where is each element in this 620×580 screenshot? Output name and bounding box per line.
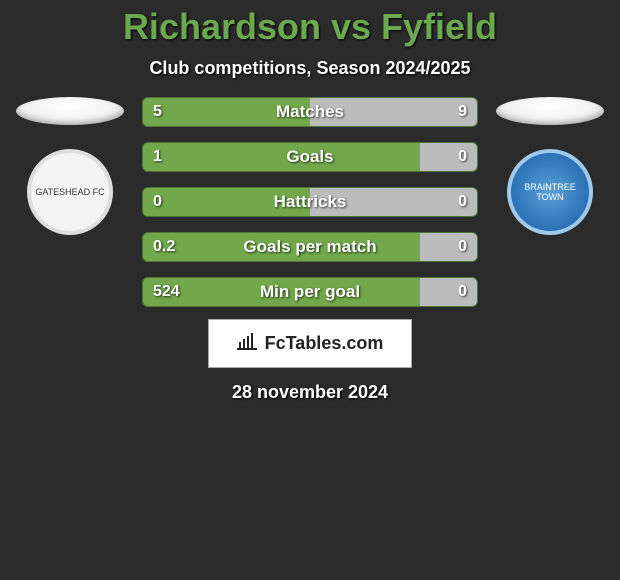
right-player-oval: [496, 97, 604, 125]
brand-label: FcTables.com: [265, 333, 384, 354]
page-title: Richardson vs Fyfield: [10, 6, 610, 48]
stat-bar: 0Hattricks0: [142, 187, 478, 217]
stat-label: Matches: [143, 98, 477, 126]
brand-badge[interactable]: FcTables.com: [208, 319, 413, 368]
stat-right-value: 0: [458, 143, 467, 171]
stat-label: Hattricks: [143, 188, 477, 216]
stat-bar: 1Goals0: [142, 142, 478, 172]
stat-right-value: 9: [458, 98, 467, 126]
stat-bar: 524Min per goal0: [142, 277, 478, 307]
chart-icon: [237, 332, 257, 355]
left-player-oval: [16, 97, 124, 125]
stat-bar: 0.2Goals per match0: [142, 232, 478, 262]
stat-label: Goals per match: [143, 233, 477, 261]
stat-label: Min per goal: [143, 278, 477, 306]
stats-bars: 5Matches91Goals00Hattricks00.2Goals per …: [130, 97, 490, 307]
stat-bar: 5Matches9: [142, 97, 478, 127]
stat-right-value: 0: [458, 188, 467, 216]
date-label: 28 november 2024: [232, 382, 388, 403]
right-team-crest: BRAINTREE TOWN: [507, 149, 593, 235]
subtitle: Club competitions, Season 2024/2025: [10, 58, 610, 79]
stat-right-value: 0: [458, 233, 467, 261]
stat-right-value: 0: [458, 278, 467, 306]
stat-label: Goals: [143, 143, 477, 171]
left-team-crest: GATESHEAD FC: [27, 149, 113, 235]
